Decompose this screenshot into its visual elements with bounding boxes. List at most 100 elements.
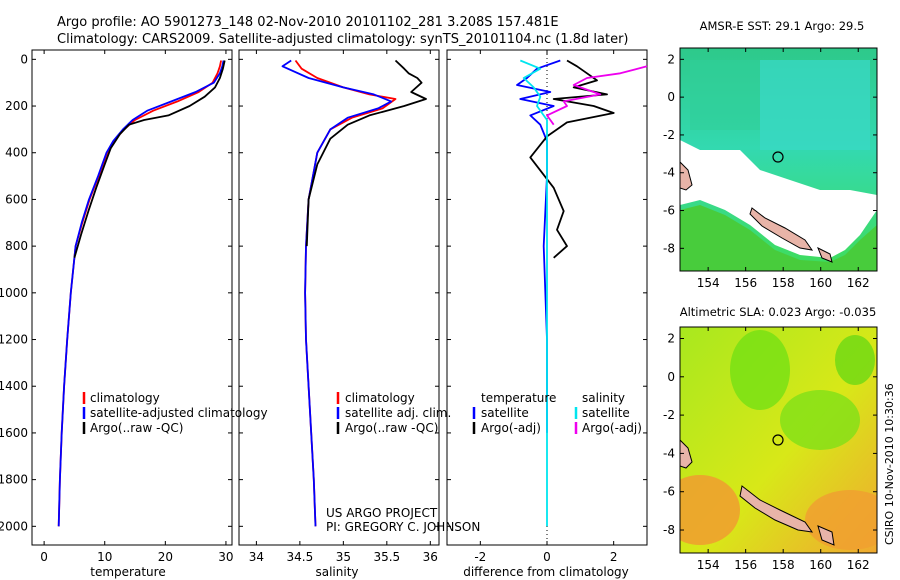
sla-map-title: Altimetric SLA: 0.023 Argo: -0.035 — [680, 305, 877, 319]
y-tick-label: 1600 — [0, 426, 28, 440]
y-tick-label: -8 — [663, 241, 675, 255]
y-tick-label: 0 — [20, 52, 28, 66]
series-line-argo-raw-qc — [73, 60, 226, 259]
legend-label: Argo(-adj) — [582, 421, 642, 435]
legend-header-salinity: salinity — [582, 391, 625, 405]
x-tick-label: 34.5 — [287, 550, 314, 564]
sla-map — [680, 327, 877, 553]
x-tick-label: 154 — [697, 558, 720, 572]
x-tick-label: 35.5 — [373, 550, 400, 564]
x-tick-label: 34 — [249, 550, 264, 564]
y-tick-label: -2 — [663, 128, 675, 142]
sla-patch — [730, 330, 790, 410]
y-tick-label: -6 — [663, 204, 675, 218]
temperature-legend: climatology satellite-adjusted climatolo… — [82, 391, 268, 435]
difference-xlabel: difference from climatology — [463, 565, 629, 579]
island-west — [680, 161, 693, 191]
x-tick-label: 156 — [734, 558, 757, 572]
legend-label: Argo(..raw -QC) — [90, 421, 183, 435]
legend-label: satellite adj. clim. — [345, 406, 451, 420]
x-tick-label: 0 — [40, 550, 48, 564]
legend-label: Argo(-adj) — [481, 421, 541, 435]
y-tick-label: 400 — [5, 146, 28, 160]
x-tick-label: 158 — [772, 558, 795, 572]
sst-map-axes: 154 156 158 160 162 2 0 -2 -4 -6 -8 — [663, 48, 877, 290]
y-tick-label: 1200 — [0, 333, 28, 347]
header-line-2: Climatology: CARS2009. Satellite-adjuste… — [57, 32, 629, 47]
credit-pi: PI: GREGORY C. JOHNSON — [326, 520, 480, 534]
series-line-temperature-argo-adj — [529, 59, 615, 259]
y-tick-label: 2 — [667, 52, 675, 66]
difference-legend: temperature salinity satellite Argo(-adj… — [472, 391, 642, 435]
x-tick-label: 20 — [158, 550, 173, 564]
y-tick-label: 2 — [667, 331, 675, 345]
csiro-timestamp: CSIRO 10-Nov-2010 10:30:36 — [883, 383, 896, 545]
island-new-ireland — [749, 207, 814, 251]
credit-project: US ARGO PROJECT — [326, 506, 438, 520]
x-tick-label: 156 — [734, 276, 757, 290]
legend-label: satellite — [481, 406, 529, 420]
legend-label: climatology — [345, 391, 415, 405]
legend-label: Argo(..raw -QC) — [345, 421, 438, 435]
salinity-xlabel: salinity — [315, 565, 358, 579]
sla-patch — [780, 390, 860, 450]
x-tick-label: 30 — [218, 550, 233, 564]
x-tick-label: 160 — [809, 558, 832, 572]
x-tick-label: 162 — [847, 558, 870, 572]
sst-southern-field — [680, 205, 877, 271]
difference-panel: -2 0 2 — [447, 50, 648, 564]
sst-patch — [690, 60, 760, 130]
x-tick-label: 10 — [97, 550, 112, 564]
sla-patch — [805, 490, 877, 550]
y-tick-label: -6 — [663, 485, 675, 499]
argo-float-marker — [772, 434, 784, 446]
x-tick-label: 162 — [847, 276, 870, 290]
series-line-argo-raw-qc — [305, 59, 427, 247]
y-tick-label: 800 — [5, 239, 28, 253]
island-west — [680, 439, 693, 469]
salinity-panel: 34 34.5 35 35.5 36 — [239, 50, 439, 564]
x-tick-label: 0 — [543, 550, 551, 564]
sst-map-title: AMSR-E SST: 29.1 Argo: 29.5 — [700, 19, 865, 33]
y-tick-label: 200 — [5, 99, 28, 113]
legend-label: satellite — [582, 406, 630, 420]
x-tick-label: 160 — [809, 276, 832, 290]
sla-map-frame — [679, 326, 878, 554]
sla-patch — [680, 475, 740, 545]
x-tick-label: -2 — [474, 550, 486, 564]
argo-float-marker — [772, 151, 784, 163]
salinity-legend: climatology satellite adj. clim. Argo(..… — [336, 391, 451, 435]
temperature-panel: 0 200 400 600 800 1000 1200 1400 1600 1800 2000 0 10… — [0, 50, 234, 564]
legend-label: climatology — [90, 391, 160, 405]
y-tick-label: 1000 — [0, 286, 28, 300]
x-tick-label: 35 — [336, 550, 351, 564]
series-line-salinity-argo-adj — [546, 65, 648, 126]
series-line-satellite-adjusted-climatology — [57, 60, 225, 527]
x-tick-label: 154 — [697, 276, 720, 290]
y-tick-label: 2000 — [0, 519, 28, 533]
island-new-ireland — [739, 485, 814, 533]
y-tick-label: 1400 — [0, 379, 28, 393]
legend-label: satellite-adjusted climatology — [90, 406, 268, 420]
sst-cloud-mask — [680, 140, 877, 258]
island-small — [817, 525, 835, 546]
y-tick-label: -4 — [663, 166, 675, 180]
y-tick-label: 600 — [5, 192, 28, 206]
temperature-panel-frame — [31, 49, 233, 546]
y-tick-label: -2 — [663, 408, 675, 422]
series-line-salinity-satellite — [519, 59, 548, 527]
y-tick-label: 0 — [667, 90, 675, 104]
y-tick-label: -8 — [663, 523, 675, 537]
sst-map-frame — [679, 47, 878, 272]
sst-warm-patch — [760, 60, 870, 150]
sst-map — [680, 48, 877, 271]
y-tick-label: 0 — [667, 370, 675, 384]
x-tick-label: 158 — [772, 276, 795, 290]
island-small — [817, 246, 833, 263]
header-line-1: Argo profile: AO 5901273_148 02-Nov-2010… — [57, 15, 559, 30]
y-tick-label: 1800 — [0, 473, 28, 487]
sla-map-axes: 154 156 158 160 162 2 0 -2 -4 -6 -8 — [663, 327, 877, 572]
series-line-satellite-adj-clim — [281, 59, 393, 527]
temperature-xlabel: temperature — [90, 565, 165, 579]
